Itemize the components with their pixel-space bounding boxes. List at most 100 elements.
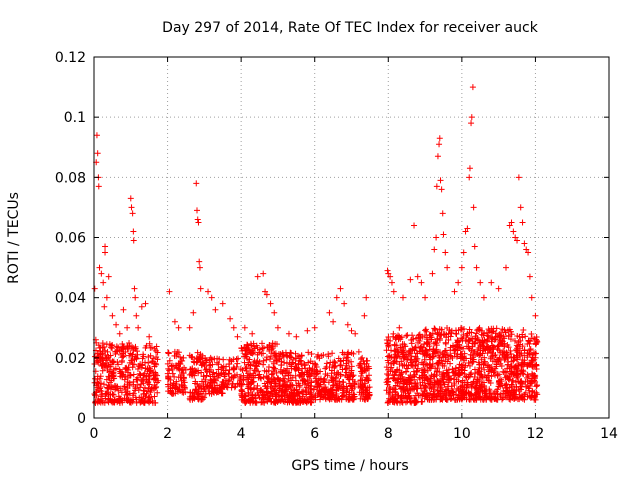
data-point — [94, 399, 101, 406]
data-point — [134, 348, 141, 355]
data-point — [510, 228, 517, 235]
data-point — [345, 349, 352, 356]
data-point — [153, 354, 160, 361]
data-point — [205, 387, 212, 394]
data-point — [481, 354, 488, 361]
data-point — [412, 353, 419, 360]
data-point — [503, 264, 509, 271]
data-point — [400, 294, 406, 301]
data-point — [528, 357, 535, 364]
data-point — [273, 369, 280, 376]
data-point — [418, 398, 425, 405]
data-point — [95, 386, 102, 393]
data-point — [166, 288, 173, 295]
data-point — [106, 357, 113, 364]
data-point — [294, 389, 301, 396]
y-axis-label: ROTI / TECUs — [6, 192, 22, 284]
data-point — [249, 391, 256, 398]
data-point — [103, 390, 110, 397]
data-point — [208, 356, 215, 363]
data-point — [506, 222, 513, 229]
data-point — [446, 326, 453, 333]
data-point — [351, 383, 358, 390]
data-point — [520, 360, 527, 367]
data-point — [503, 372, 510, 379]
data-point — [388, 360, 395, 367]
y-tick-label: 0.06 — [55, 231, 86, 247]
data-point — [165, 375, 172, 382]
data-point — [407, 387, 414, 394]
data-point — [492, 351, 499, 358]
data-point — [514, 237, 521, 244]
data-point — [462, 362, 469, 369]
data-point — [172, 390, 179, 397]
data-point — [273, 341, 280, 348]
data-point — [438, 357, 445, 364]
data-point — [108, 383, 115, 390]
data-point — [447, 344, 454, 351]
data-point — [263, 291, 270, 298]
data-point — [490, 344, 497, 351]
data-point — [334, 396, 341, 403]
data-point — [133, 376, 140, 383]
data-point — [276, 381, 283, 388]
data-point — [484, 337, 491, 344]
data-point — [342, 366, 349, 373]
data-point — [103, 294, 110, 301]
data-point — [408, 398, 415, 405]
data-point — [477, 396, 484, 403]
data-point — [257, 388, 264, 395]
data-point — [269, 340, 276, 347]
data-point — [137, 384, 144, 391]
data-point — [146, 376, 153, 383]
data-point — [521, 347, 528, 354]
data-point — [145, 396, 152, 403]
data-point — [166, 357, 173, 364]
data-point — [202, 359, 209, 366]
data-point — [248, 380, 255, 387]
data-point — [264, 375, 271, 382]
data-point — [135, 324, 142, 331]
data-point — [267, 356, 273, 363]
data-point — [247, 385, 254, 392]
data-point — [317, 375, 324, 382]
data-point — [495, 285, 502, 292]
data-point — [109, 391, 116, 398]
data-point — [283, 386, 290, 393]
data-point — [226, 370, 233, 377]
data-point — [111, 399, 118, 406]
data-point — [363, 374, 370, 381]
data-point — [423, 360, 430, 367]
data-point — [440, 231, 447, 238]
data-point — [154, 349, 161, 356]
data-point — [480, 340, 487, 347]
data-point — [260, 270, 267, 277]
data-point — [211, 386, 218, 393]
data-point — [434, 329, 441, 336]
data-point — [260, 374, 267, 381]
data-point — [234, 355, 241, 362]
data-point — [118, 389, 125, 396]
data-point — [207, 376, 214, 383]
data-point — [258, 387, 265, 394]
data-point — [140, 387, 147, 394]
data-point — [391, 348, 398, 355]
data-point — [417, 345, 424, 352]
data-point — [472, 340, 479, 347]
data-point — [145, 359, 152, 366]
data-point — [308, 351, 315, 358]
data-point — [422, 374, 429, 381]
data-point — [107, 379, 114, 386]
data-point — [123, 391, 130, 398]
data-point — [305, 349, 312, 356]
data-point — [254, 357, 261, 364]
data-point — [255, 349, 262, 356]
data-point — [337, 362, 344, 369]
data-point — [531, 374, 538, 381]
data-point — [290, 356, 297, 363]
data-point — [220, 356, 227, 363]
data-point — [269, 393, 276, 400]
data-point — [363, 387, 370, 394]
data-point — [238, 386, 245, 393]
